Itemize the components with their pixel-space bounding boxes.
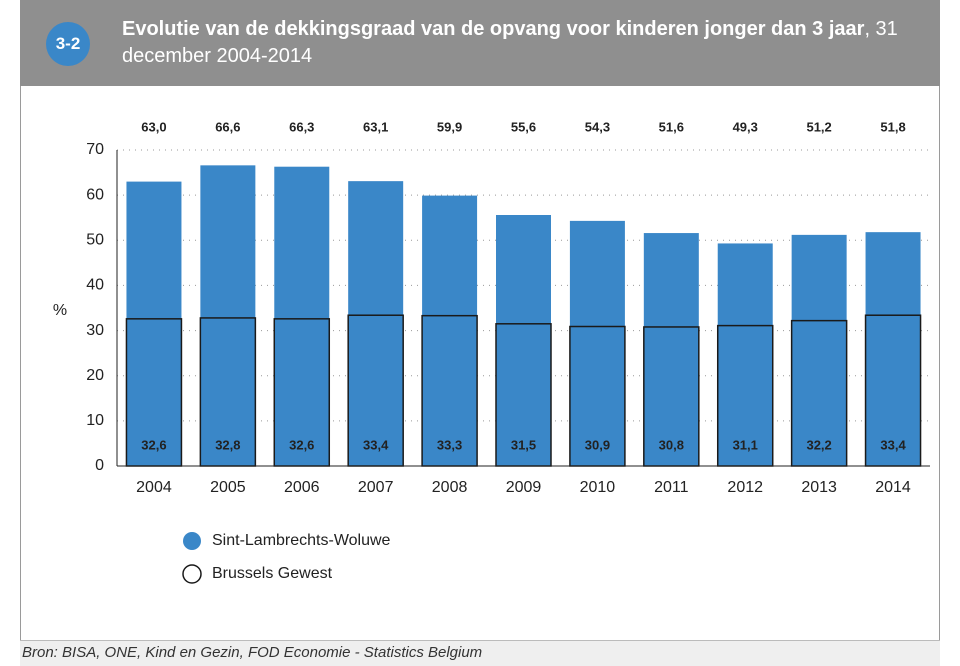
y-tick-label: 30: [86, 322, 104, 339]
value-label: 32,8: [215, 437, 240, 452]
value-label: 33,4: [880, 437, 906, 452]
bar: [643, 233, 699, 466]
source: Bron: BISA, ONE, Kind en Gezin, FOD Econ…: [22, 644, 483, 661]
legend-label: Brussels Gewest: [212, 565, 333, 582]
x-tick-label: 2010: [580, 479, 616, 496]
bar: [717, 243, 773, 466]
legend-marker: [183, 532, 201, 550]
x-tick-label: 2005: [210, 479, 246, 496]
chart: 0 10 20 30 40 50 60 70% 2004 63,0 32,6 2005 66,6 32,8…: [53, 119, 930, 584]
value-label: 66,3: [289, 119, 314, 134]
header: [20, 0, 940, 86]
bar: [791, 234, 847, 466]
value-label: 63,1: [363, 119, 388, 134]
x-tick-label: 2014: [875, 479, 911, 496]
value-label: 54,3: [585, 119, 610, 134]
x-tick-label: 2004: [136, 479, 172, 496]
value-label: 51,8: [880, 119, 905, 134]
y-tick-label: 60: [86, 186, 104, 203]
chart-subtitle: , 31 december 2004-2014: [122, 18, 898, 67]
value-label: 30,9: [585, 437, 610, 452]
bar: [496, 215, 551, 466]
value-label: 55,6: [511, 119, 536, 134]
value-label: 31,1: [733, 437, 758, 452]
value-label: 32,6: [141, 437, 166, 452]
value-label: 51,2: [806, 119, 831, 134]
value-label: 63,0: [141, 119, 166, 134]
y-tick-label: 70: [86, 141, 104, 158]
bar: [126, 181, 182, 466]
value-label: 51,6: [659, 119, 684, 134]
value-label: 33,4: [363, 437, 389, 452]
y-tick-label: 40: [86, 277, 104, 294]
value-label: 59,9: [437, 119, 462, 134]
bar: [274, 166, 330, 466]
value-label: 66,6: [215, 119, 240, 134]
y-tick-label: 0: [95, 457, 104, 474]
x-tick-label: 2008: [432, 479, 468, 496]
x-tick-label: 2013: [801, 479, 837, 496]
value-label: 32,2: [806, 437, 831, 452]
y-axis-label: %: [53, 302, 67, 319]
value-label: 33,3: [437, 437, 462, 452]
x-tick-label: 2006: [284, 479, 320, 496]
y-tick-label: 50: [86, 232, 104, 249]
value-label: 49,3: [733, 119, 758, 134]
bar: [422, 195, 478, 466]
x-tick-label: 2012: [727, 479, 763, 496]
x-tick-label: 2009: [506, 479, 542, 496]
x-tick-label: 2007: [358, 479, 394, 496]
y-tick-label: 20: [86, 367, 104, 384]
bar: [569, 220, 625, 466]
x-tick-label: 2011: [654, 479, 689, 496]
bar: [865, 232, 921, 466]
bar: [200, 165, 256, 466]
y-tick-label: 10: [86, 412, 104, 429]
title: Evolutie van de dekkingsgraad van de opv…: [122, 16, 932, 70]
value-label: 30,8: [659, 437, 684, 452]
legend-marker: [182, 564, 202, 584]
bar: [348, 181, 404, 467]
value-label: 32,6: [289, 437, 314, 452]
chart-title: Evolutie van de dekkingsgraad van de opv…: [122, 18, 865, 40]
source-band: [20, 640, 940, 666]
legend-label: Sint-Lambrechts-Woluwe: [212, 532, 391, 549]
badge: 3-2: [46, 22, 90, 66]
value-label: 31,5: [511, 437, 536, 452]
